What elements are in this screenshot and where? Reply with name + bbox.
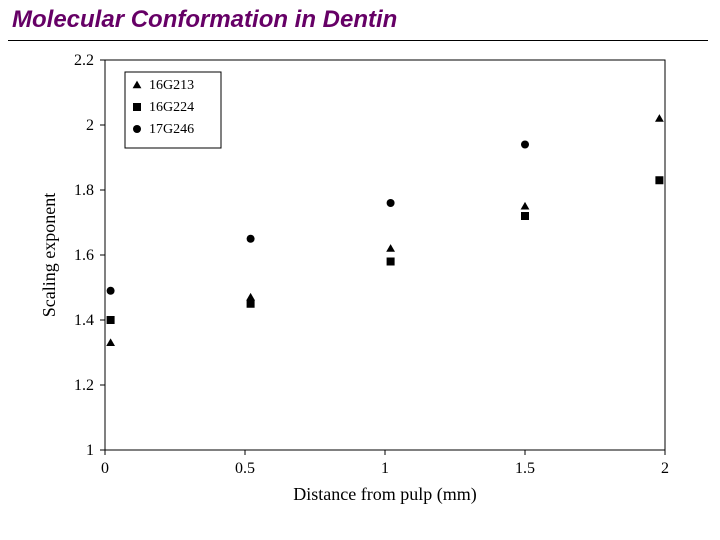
chart-svg: 1 1.2 1.4 1.6 1.8 2 2.2 0 0.5 1 1.5 2 Distance from … — [35, 50, 685, 530]
data-point — [387, 199, 395, 207]
data-point — [107, 287, 115, 295]
data-point — [247, 235, 255, 243]
data-point — [655, 176, 663, 184]
legend-marker — [133, 103, 141, 111]
y-tick-label: 1.2 — [74, 377, 94, 394]
legend-label: 17G246 — [149, 122, 194, 137]
x-axis-label: Distance from pulp (mm) — [293, 484, 476, 505]
legend-label: 16G213 — [149, 78, 194, 93]
y-tick-label: 2.2 — [74, 52, 94, 69]
y-tick-label: 2 — [86, 117, 94, 134]
slide-title: Molecular Conformation in Dentin — [12, 6, 397, 34]
scatter-chart: 1 1.2 1.4 1.6 1.8 2 2.2 0 0.5 1 1.5 2 Distance from … — [35, 50, 685, 530]
data-point — [521, 141, 529, 149]
data-point — [247, 300, 255, 308]
x-tick-label: 0 — [101, 460, 109, 477]
data-point — [387, 258, 395, 266]
y-tick-label: 1.6 — [74, 247, 94, 264]
x-tick-label: 1 — [381, 460, 389, 477]
legend-label: 16G224 — [149, 100, 194, 115]
title-underline — [8, 40, 708, 41]
y-tick-label: 1 — [86, 442, 94, 459]
x-tick-label: 0.5 — [235, 460, 255, 477]
y-tick-label: 1.4 — [74, 312, 94, 329]
x-tick-label: 2 — [661, 460, 669, 477]
data-point — [521, 212, 529, 220]
x-tick-label: 1.5 — [515, 460, 535, 477]
y-tick-label: 1.8 — [74, 182, 94, 199]
y-axis-label: Scaling exponent — [39, 193, 59, 317]
data-point — [107, 316, 115, 324]
legend-marker — [133, 125, 141, 133]
